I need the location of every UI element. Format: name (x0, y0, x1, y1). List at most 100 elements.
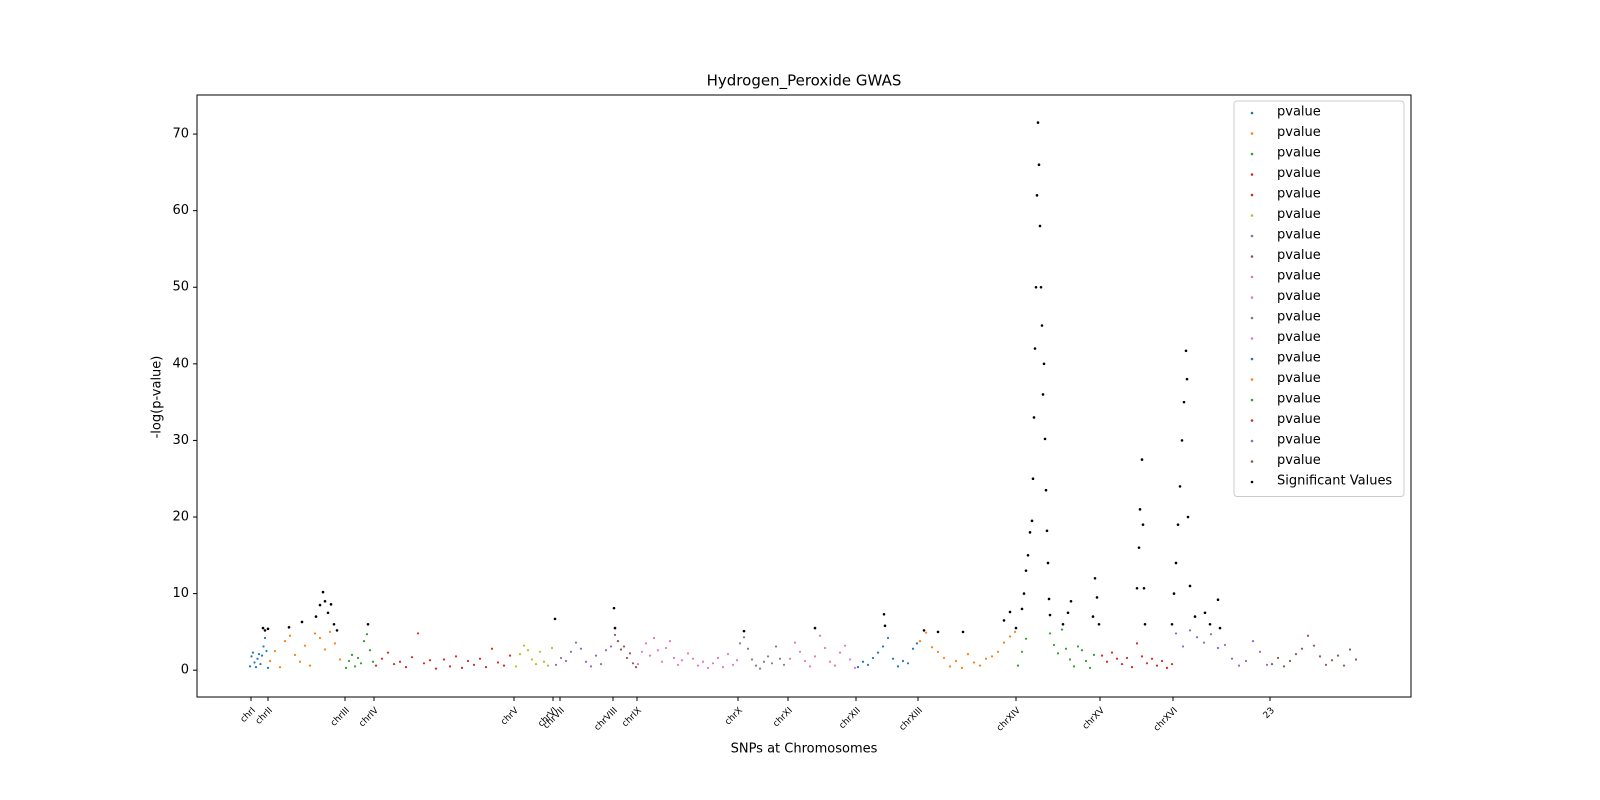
point (631, 662, 635, 665)
point (1354, 658, 1358, 661)
y-axis-label: -log(p-value) (150, 356, 165, 439)
point (1188, 584, 1192, 588)
point (972, 661, 976, 664)
point (1041, 393, 1045, 396)
point (268, 659, 272, 663)
point (613, 633, 617, 637)
point (1020, 607, 1024, 611)
point (1288, 659, 1292, 663)
point (886, 636, 890, 640)
point (838, 651, 842, 654)
point (1008, 610, 1012, 614)
point (1182, 400, 1186, 404)
point (823, 646, 827, 650)
point (901, 659, 905, 663)
point (782, 663, 786, 666)
point (1141, 523, 1145, 526)
point (1061, 622, 1065, 626)
legend-marker (1250, 111, 1254, 115)
point (1195, 636, 1199, 639)
point (861, 660, 865, 663)
legend-label: pvalue (1277, 248, 1321, 263)
point (542, 660, 546, 663)
point (746, 647, 750, 650)
point (731, 663, 735, 666)
point (735, 659, 739, 662)
point (1030, 519, 1034, 523)
point (1093, 576, 1097, 580)
point (1174, 561, 1178, 565)
legend-label: pvalue (1277, 105, 1321, 120)
point (1276, 656, 1280, 660)
point (1185, 377, 1189, 381)
series (374, 632, 438, 670)
point (526, 649, 530, 652)
point (1031, 477, 1035, 481)
point (1091, 615, 1095, 618)
point (706, 666, 710, 669)
point (616, 639, 620, 643)
point (882, 612, 886, 616)
point (318, 636, 322, 640)
point (803, 659, 807, 663)
y-tick-label: 0 (181, 663, 189, 678)
legend-marker (1250, 234, 1254, 238)
series (1270, 634, 1358, 668)
legend-marker (1250, 378, 1254, 381)
point (251, 651, 255, 654)
point (1193, 615, 1197, 618)
point (833, 664, 837, 667)
point (589, 665, 593, 668)
point (881, 645, 885, 648)
point (326, 611, 330, 615)
point (634, 666, 638, 669)
point (1181, 645, 1185, 648)
point (366, 622, 370, 626)
point (300, 620, 304, 624)
point (1036, 121, 1040, 124)
point (362, 639, 366, 643)
point (550, 646, 554, 650)
point (1140, 655, 1144, 658)
point (332, 622, 336, 626)
legend-label: pvalue (1277, 453, 1321, 468)
point (398, 660, 402, 663)
point (1202, 641, 1206, 644)
point (948, 665, 952, 668)
point (978, 664, 982, 667)
point (619, 648, 623, 651)
point (1172, 592, 1176, 595)
point (392, 662, 396, 666)
point (273, 649, 277, 653)
point (716, 656, 720, 660)
point (644, 642, 648, 645)
point (579, 647, 583, 650)
point (1258, 650, 1262, 653)
point (1176, 523, 1180, 526)
point (1008, 635, 1012, 638)
point (1047, 597, 1051, 601)
point (1039, 285, 1043, 289)
point (1137, 546, 1141, 549)
point (1237, 664, 1241, 667)
point (1060, 628, 1064, 631)
point (1251, 639, 1255, 643)
legend-label: pvalue (1277, 371, 1321, 386)
point (1080, 649, 1084, 652)
point (248, 665, 252, 668)
point (672, 656, 676, 660)
point (1092, 653, 1096, 656)
y-tick-label: 40 (172, 356, 189, 371)
legend-marker (1250, 152, 1254, 156)
point (911, 647, 915, 650)
point (1084, 659, 1088, 663)
point (668, 639, 672, 643)
point (559, 656, 563, 660)
point (404, 666, 408, 669)
legend-marker (1250, 275, 1254, 279)
series (442, 647, 512, 669)
point (1143, 622, 1147, 626)
legend-marker (1250, 357, 1254, 361)
point (1020, 650, 1024, 653)
legend-marker (1250, 193, 1254, 197)
